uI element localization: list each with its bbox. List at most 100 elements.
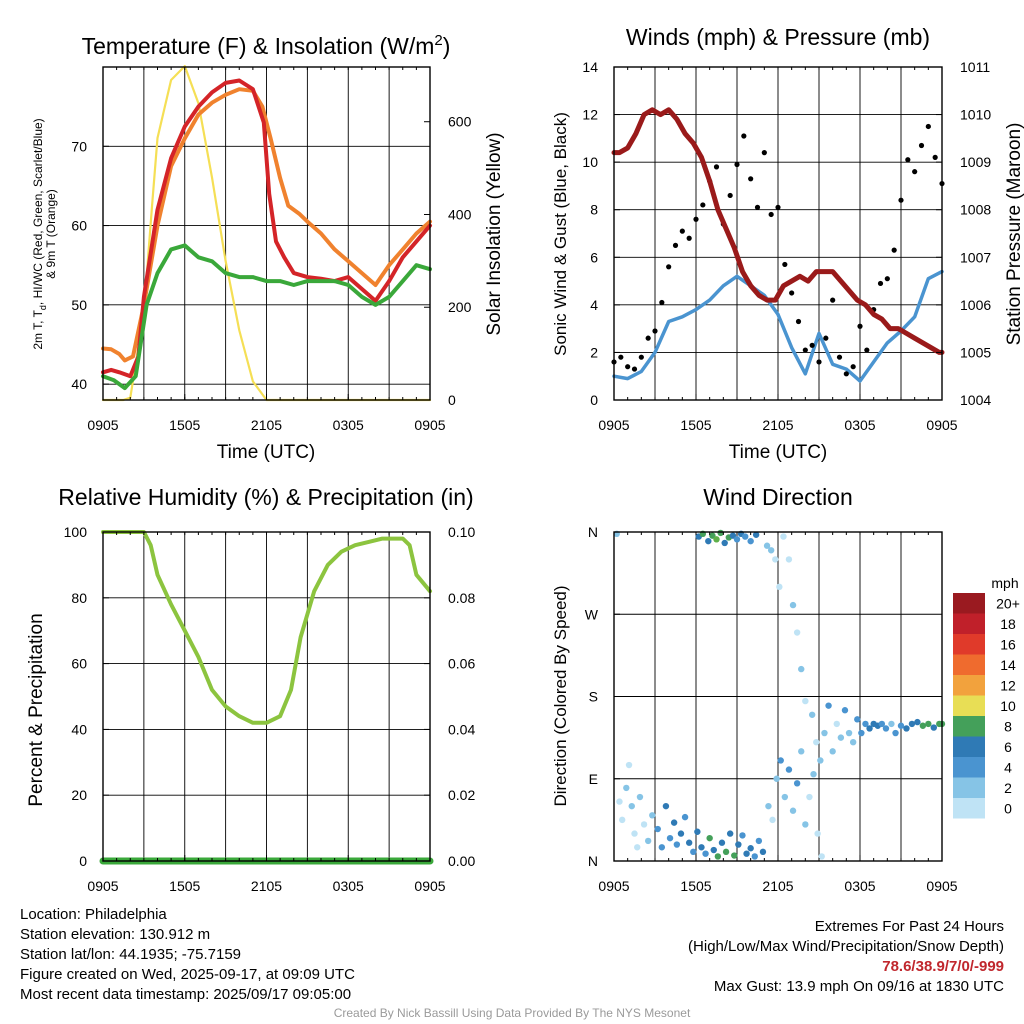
gust-point xyxy=(816,359,822,365)
gust-point xyxy=(850,364,856,370)
direction-point xyxy=(752,531,760,538)
legend-label: 8 xyxy=(1004,718,1012,734)
direction-point xyxy=(845,729,853,737)
winds-ytick-right-label: 1009 xyxy=(960,154,991,170)
gust-point xyxy=(802,347,808,353)
gust-point xyxy=(625,364,631,370)
gust-point xyxy=(700,202,706,208)
legend-swatch xyxy=(953,777,985,798)
winds-ytick-label: 8 xyxy=(590,202,598,218)
gust-point xyxy=(891,247,897,253)
direction-point xyxy=(806,793,813,801)
direction-point xyxy=(616,798,623,805)
direction-ytick-label: E xyxy=(589,771,598,787)
legend-label: 4 xyxy=(1004,759,1012,775)
legend-label: 12 xyxy=(1000,677,1016,693)
direction-point xyxy=(878,720,886,728)
direction-point xyxy=(739,832,746,839)
direction-point xyxy=(670,819,678,826)
gust-point xyxy=(905,157,911,163)
direction-point xyxy=(644,837,652,845)
winds-panel: Winds (mph) & Pressure (mb) 0905 1505 2105… xyxy=(551,24,1024,463)
gust-point xyxy=(795,318,802,325)
gust-point xyxy=(912,169,918,175)
legend-swatch xyxy=(953,613,985,634)
svg-text:2m T, Td, HI/WC (Red, Green, S: 2m T, Td, HI/WC (Red, Green, Scarlet/Blu… xyxy=(31,118,48,349)
legend-label: 2 xyxy=(1004,780,1012,796)
speed-legend-title: mph xyxy=(991,575,1018,591)
legend-swatch xyxy=(953,675,985,696)
svg-text:& 9m T (Orange): & 9m T (Orange) xyxy=(44,189,58,279)
created-text: Figure created on Wed, 2025-09-17, at 09… xyxy=(20,966,355,983)
humidity-ytick-label: 40 xyxy=(71,721,87,737)
temperature-xtick-label: 0905 xyxy=(414,417,445,433)
direction-xtick-label: 2105 xyxy=(762,878,793,894)
legend-swatch xyxy=(953,716,985,737)
humidity-ytick-label: 60 xyxy=(71,656,87,672)
temperature-ytick-right-label: 200 xyxy=(448,299,472,315)
direction-point xyxy=(780,533,787,540)
direction-point xyxy=(833,720,840,728)
direction-ytick-label: N xyxy=(588,853,598,869)
direction-point xyxy=(666,834,674,842)
direction-point xyxy=(726,830,734,837)
direction-point xyxy=(908,720,916,728)
winds-ytick-right-label: 1010 xyxy=(960,107,991,123)
direction-point xyxy=(903,725,910,732)
winds-xtick-label: 2105 xyxy=(762,417,793,433)
direction-point xyxy=(747,537,754,545)
direction-point xyxy=(735,841,742,848)
direction-point xyxy=(789,807,797,814)
legend-label: 14 xyxy=(1000,657,1016,673)
direction-point xyxy=(888,720,895,728)
direction-point xyxy=(854,716,861,723)
temperature-title: Temperature (F) & Insolation (W/m2) xyxy=(82,32,451,59)
direction-point xyxy=(925,720,932,728)
direction-point xyxy=(882,725,890,732)
direction-point xyxy=(793,629,801,636)
direction-point xyxy=(897,722,905,729)
direction-point xyxy=(798,665,805,673)
temperature-ytick-label: 60 xyxy=(71,218,87,234)
direction-point xyxy=(625,761,633,769)
gust-point xyxy=(666,264,672,270)
winds-ytick-label: 4 xyxy=(590,297,598,313)
temperature-panel: Temperature (F) & Insolation (W/m2) 0905… xyxy=(31,32,505,463)
winds-ytick-right-label: 1011 xyxy=(960,59,990,75)
direction-xtick-label: 0905 xyxy=(926,878,957,894)
humidity-ytick-right-label: 0.00 xyxy=(448,853,475,869)
gust-point xyxy=(686,235,692,241)
direction-point xyxy=(785,766,793,773)
direction-point xyxy=(821,729,828,737)
direction-point xyxy=(640,821,648,828)
winds-ytick-right-label: 1008 xyxy=(960,202,991,218)
gust-point xyxy=(638,354,644,360)
direction-point xyxy=(634,844,641,851)
legend-label: 10 xyxy=(1000,698,1016,714)
direction-point xyxy=(729,532,737,539)
direction-point xyxy=(743,850,750,857)
temperature-ytick-label: 50 xyxy=(71,297,87,313)
gust-point xyxy=(836,354,843,360)
direction-point xyxy=(772,556,779,563)
direction-point xyxy=(818,853,825,860)
winds-ytick-right-label: 1007 xyxy=(960,249,991,265)
gust-point xyxy=(809,342,815,348)
humidity-ytick-label: 20 xyxy=(71,787,87,803)
direction-point xyxy=(690,848,697,856)
winds-ytick-label: 0 xyxy=(590,392,598,408)
gust-point xyxy=(775,204,781,210)
humidity-ytick-label: 100 xyxy=(64,524,88,540)
legend-swatch xyxy=(953,654,985,675)
extremes-info: Extremes For Past 24 Hours (High/Low/Max… xyxy=(688,917,1004,997)
direction-ytick-label: W xyxy=(585,606,599,622)
direction-xtick-label: 0905 xyxy=(598,878,629,894)
gust-point xyxy=(693,216,699,222)
legend-label: 6 xyxy=(1004,739,1012,755)
direction-point xyxy=(798,748,805,755)
temperature-xtick-label: 0305 xyxy=(333,417,364,433)
direction-point xyxy=(829,748,836,755)
wind-line xyxy=(612,269,944,383)
gust-point xyxy=(782,261,788,268)
temperature-xtick-label: 1505 xyxy=(169,417,200,433)
